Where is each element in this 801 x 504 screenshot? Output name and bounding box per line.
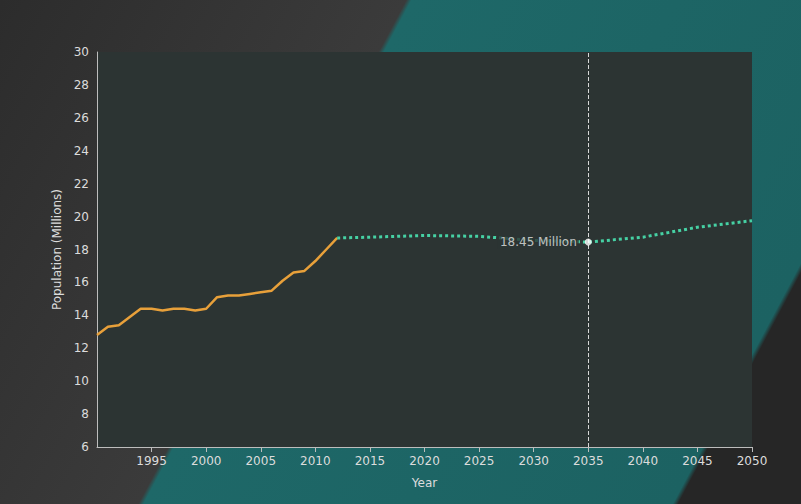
svg-text:10: 10 <box>74 374 89 388</box>
svg-text:18: 18 <box>74 243 89 257</box>
svg-text:18.45 Million: 18.45 Million <box>500 235 577 249</box>
svg-text:2015: 2015 <box>355 454 386 468</box>
svg-text:24: 24 <box>74 144 89 158</box>
svg-text:28: 28 <box>74 78 89 92</box>
svg-text:6: 6 <box>81 440 89 454</box>
svg-text:26: 26 <box>74 111 89 125</box>
svg-text:2035: 2035 <box>573 454 604 468</box>
svg-text:1995: 1995 <box>136 454 167 468</box>
svg-text:2040: 2040 <box>628 454 659 468</box>
svg-text:16: 16 <box>74 275 89 289</box>
svg-text:8: 8 <box>81 407 89 421</box>
svg-text:2020: 2020 <box>409 454 440 468</box>
svg-text:30: 30 <box>74 45 89 59</box>
svg-text:12: 12 <box>74 341 89 355</box>
svg-text:2005: 2005 <box>245 454 276 468</box>
svg-text:Year: Year <box>411 476 437 490</box>
svg-text:22: 22 <box>74 177 89 191</box>
svg-text:Population (Millions): Population (Millions) <box>50 189 64 310</box>
svg-text:14: 14 <box>74 308 89 322</box>
svg-text:2000: 2000 <box>191 454 222 468</box>
svg-text:20: 20 <box>74 210 89 224</box>
svg-text:2030: 2030 <box>518 454 549 468</box>
svg-text:2045: 2045 <box>682 454 713 468</box>
svg-text:2050: 2050 <box>737 454 768 468</box>
svg-text:2025: 2025 <box>464 454 495 468</box>
svg-text:2010: 2010 <box>300 454 331 468</box>
